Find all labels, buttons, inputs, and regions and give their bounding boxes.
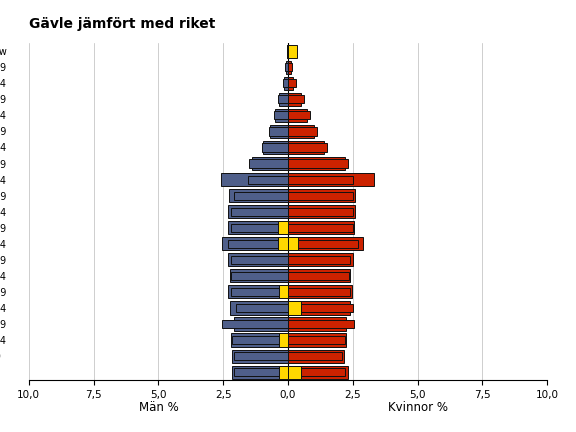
Bar <box>231 224 288 232</box>
Bar <box>268 127 288 136</box>
Bar <box>232 365 288 379</box>
Bar <box>279 334 288 346</box>
Bar <box>288 336 345 344</box>
Bar <box>229 253 288 267</box>
Bar <box>252 157 288 170</box>
Bar <box>229 221 288 234</box>
Bar <box>288 272 349 280</box>
Bar <box>288 269 350 283</box>
Bar <box>287 44 288 58</box>
Bar <box>288 365 301 379</box>
Bar <box>288 240 358 248</box>
Bar <box>288 109 308 122</box>
Bar <box>230 302 288 314</box>
Bar <box>288 157 345 170</box>
Bar <box>284 77 288 90</box>
Bar <box>278 237 288 251</box>
Bar <box>234 191 288 200</box>
Bar <box>248 175 288 184</box>
Bar <box>230 269 288 283</box>
Bar <box>288 205 355 218</box>
Bar <box>222 320 288 328</box>
Bar <box>288 63 292 71</box>
Bar <box>288 368 345 376</box>
Text: Kvinnor %: Kvinnor % <box>388 401 448 414</box>
Bar <box>234 352 288 360</box>
Bar <box>236 304 288 312</box>
Bar <box>288 352 343 360</box>
Bar <box>288 77 293 90</box>
Bar <box>286 60 288 74</box>
Bar <box>288 79 296 87</box>
Bar <box>234 318 288 330</box>
Bar <box>288 44 297 58</box>
Bar <box>278 221 288 234</box>
Bar <box>221 173 288 186</box>
Bar <box>288 302 350 314</box>
Bar <box>288 47 290 55</box>
Bar <box>288 60 291 74</box>
Bar <box>231 288 288 296</box>
Bar <box>274 111 288 120</box>
Bar <box>279 365 288 379</box>
Bar <box>288 288 350 296</box>
Bar <box>263 141 288 154</box>
Bar <box>288 221 354 234</box>
Bar <box>288 237 298 251</box>
Bar <box>232 349 288 363</box>
Bar <box>279 285 288 299</box>
Bar <box>249 159 288 168</box>
Bar <box>288 208 353 216</box>
Bar <box>288 175 353 184</box>
Text: Gävle jämfört med riket: Gävle jämfört med riket <box>29 17 215 31</box>
Bar <box>288 285 351 299</box>
Bar <box>229 240 288 248</box>
Bar <box>288 95 304 103</box>
Bar <box>288 93 301 106</box>
Bar <box>288 318 346 330</box>
Bar <box>288 224 353 232</box>
Bar <box>288 256 350 264</box>
Bar <box>288 304 353 312</box>
Bar <box>288 189 355 202</box>
Bar <box>283 79 288 87</box>
Bar <box>229 205 288 218</box>
Bar <box>288 141 324 154</box>
Bar <box>288 111 310 120</box>
Bar <box>229 189 288 202</box>
Bar <box>288 302 301 314</box>
Bar <box>288 159 348 168</box>
Bar <box>234 368 288 376</box>
Bar <box>288 143 327 152</box>
Bar <box>229 285 288 299</box>
Bar <box>287 47 288 55</box>
Bar <box>270 125 288 138</box>
Bar <box>279 93 288 106</box>
Bar <box>275 109 288 122</box>
Bar <box>287 44 288 58</box>
Bar <box>232 336 288 344</box>
Bar <box>278 95 288 103</box>
Bar <box>288 173 374 186</box>
Bar <box>288 320 354 328</box>
Text: Män %: Män % <box>138 401 179 414</box>
Bar <box>288 44 289 58</box>
Bar <box>288 127 317 136</box>
Bar <box>231 272 288 280</box>
Bar <box>262 143 288 152</box>
Bar <box>286 63 288 71</box>
Bar <box>288 125 314 138</box>
Bar <box>288 365 348 379</box>
Bar <box>288 191 353 200</box>
Bar <box>288 253 353 267</box>
Bar <box>288 349 344 363</box>
Bar <box>231 256 288 264</box>
Bar <box>231 334 288 346</box>
Bar <box>222 237 288 251</box>
Bar <box>288 237 363 251</box>
Bar <box>288 334 346 346</box>
Bar <box>231 208 288 216</box>
